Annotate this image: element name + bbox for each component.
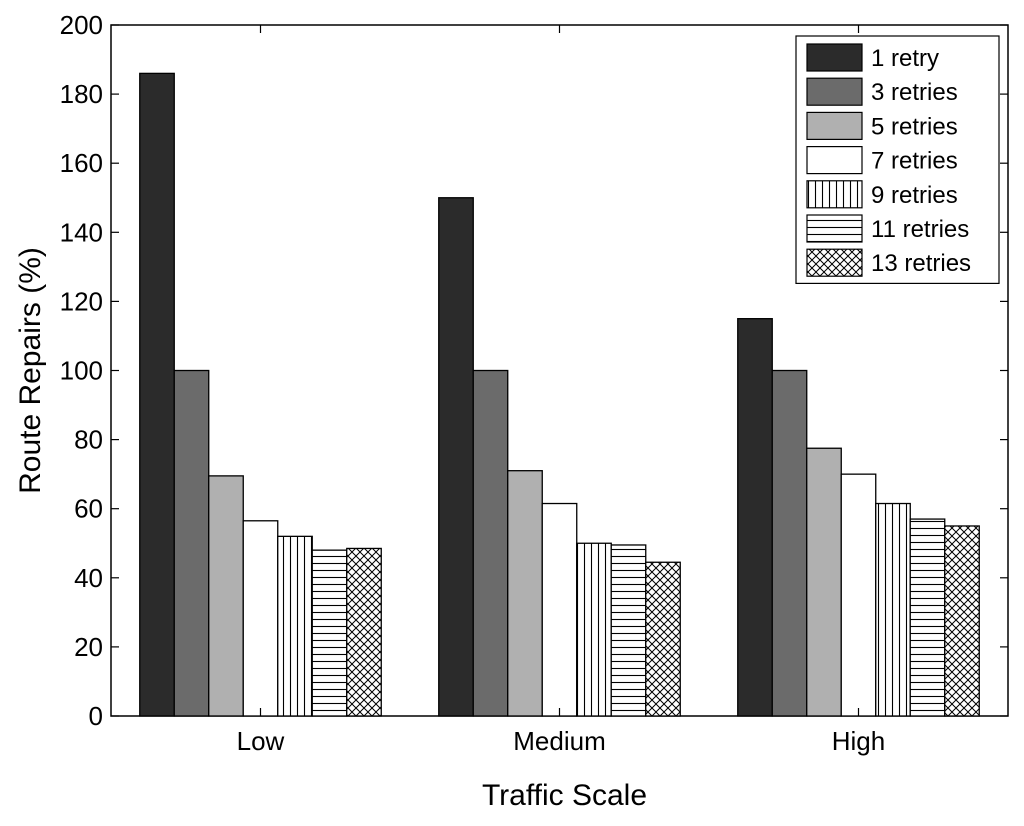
bar-3-low (208, 475, 244, 717)
x-tick-label: High (832, 726, 885, 756)
bar-3-high (806, 447, 842, 717)
legend-label: 11 retries (871, 216, 969, 243)
legend-label: 5 retries (871, 113, 958, 140)
legend-label: 1 retry (871, 45, 939, 72)
bar-5-low (277, 535, 313, 717)
y-tick-label: 160 (60, 148, 103, 178)
legend-label: 13 retries (871, 250, 971, 277)
legend-swatch-1 (806, 43, 863, 72)
bar-5-high (875, 502, 911, 717)
bar-2-medium (472, 369, 509, 717)
y-tick-label: 0 (89, 701, 103, 731)
bar-1-medium (438, 197, 474, 717)
bar-7-high (944, 525, 980, 717)
bar-1-high (737, 318, 773, 717)
bar-6-low (311, 549, 348, 717)
legend-swatch-2 (806, 77, 863, 106)
y-tick-label: 140 (60, 217, 103, 247)
legend-swatch-5 (806, 180, 863, 209)
y-axis-title: Route Repairs (%) (14, 247, 47, 494)
legend-label: 9 retries (871, 182, 958, 209)
bar-2-low (173, 369, 210, 717)
bar-1-low (139, 72, 175, 717)
legend-swatch-7 (806, 248, 863, 277)
y-tick-label: 60 (74, 494, 103, 524)
y-tick-label: 200 (60, 10, 103, 40)
legend-label: 3 retries (871, 79, 958, 106)
bar-7-low (346, 547, 382, 717)
bar-5-medium (576, 542, 612, 717)
bar-3-medium (507, 470, 543, 717)
x-tick-label: Low (237, 726, 285, 756)
bar-2-high (771, 369, 808, 717)
legend-label: 7 retries (871, 148, 958, 175)
legend-swatch-6 (806, 214, 863, 243)
bar-4-low (242, 520, 279, 717)
legend-swatch-4 (806, 146, 863, 175)
x-axis-title: Traffic Scale (482, 779, 647, 812)
bar-7-medium (645, 561, 681, 717)
y-tick-label: 120 (60, 286, 103, 316)
x-tick-label: Medium (513, 726, 605, 756)
y-tick-label: 20 (74, 632, 103, 662)
bar-4-medium (541, 502, 578, 717)
y-tick-label: 80 (74, 425, 103, 455)
legend-swatch-3 (806, 111, 863, 141)
bar-6-high (909, 518, 946, 717)
bar-6-medium (610, 544, 647, 717)
bar-4-high (840, 473, 877, 717)
y-tick-label: 180 (60, 79, 103, 109)
y-tick-label: 100 (60, 356, 103, 386)
y-tick-label: 40 (74, 563, 103, 593)
